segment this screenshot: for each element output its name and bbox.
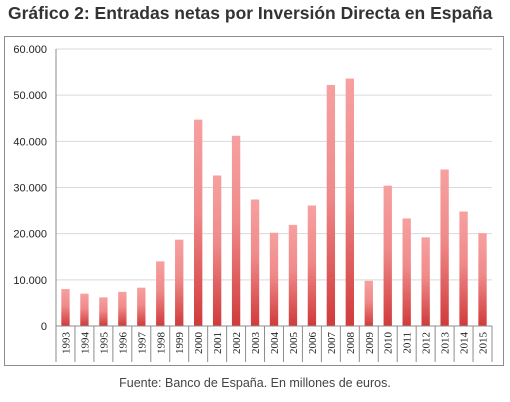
bars bbox=[61, 78, 487, 326]
y-tick-label: 10.000 bbox=[13, 275, 47, 287]
bar bbox=[402, 218, 411, 326]
x-tick-label: 2008 bbox=[345, 332, 357, 355]
x-tick-label: 2014 bbox=[459, 332, 471, 355]
x-tick-label: 2002 bbox=[231, 332, 243, 354]
bar bbox=[440, 169, 449, 326]
y-tick-label: 30.000 bbox=[13, 183, 47, 195]
bar bbox=[212, 175, 222, 326]
bar bbox=[478, 233, 487, 326]
x-tick-label: 1995 bbox=[98, 332, 110, 355]
x-tick-label: 2009 bbox=[364, 332, 376, 355]
x-tick-label: 2007 bbox=[326, 332, 338, 355]
bar bbox=[156, 261, 165, 326]
bar bbox=[345, 78, 354, 326]
gridlines bbox=[56, 48, 492, 281]
bar bbox=[269, 232, 279, 326]
x-tick-label: 2000 bbox=[193, 332, 205, 355]
bar bbox=[250, 199, 260, 326]
x-tick-label: 1999 bbox=[174, 332, 186, 355]
x-tick-label: 1997 bbox=[136, 332, 148, 355]
x-tick-label: 2012 bbox=[421, 332, 433, 354]
x-axis-tick-labels: 1993 1994 1995 1996 1997 1998 1999 2000 2001 2002… bbox=[60, 332, 489, 355]
bar bbox=[80, 293, 89, 326]
chart-title: Gráfico 2: Entradas netas por Inversión … bbox=[8, 3, 493, 23]
y-tick-label: 60.000 bbox=[13, 44, 47, 56]
x-tick-label: 1996 bbox=[117, 332, 129, 355]
bar bbox=[288, 224, 298, 326]
y-tick-label: 20.000 bbox=[13, 229, 47, 241]
chart-frame: 0 10.000 20.000 30.000 40.000 50.000 60.000 19… bbox=[4, 36, 504, 366]
bar bbox=[459, 211, 468, 326]
source-note: Fuente: Banco de España. En millones de … bbox=[119, 376, 391, 390]
bar-chart: 0 10.000 20.000 30.000 40.000 50.000 60.000 19… bbox=[13, 44, 493, 362]
bar bbox=[137, 287, 146, 326]
y-tick-label: 50.000 bbox=[13, 90, 47, 102]
bar bbox=[118, 291, 127, 326]
x-tick-label: 2005 bbox=[288, 332, 300, 355]
x-tick-label: 1994 bbox=[79, 332, 91, 355]
bar bbox=[61, 289, 70, 326]
bar bbox=[175, 239, 184, 326]
bar bbox=[421, 237, 430, 326]
bar bbox=[194, 119, 203, 326]
y-tick-label: 40.000 bbox=[13, 136, 47, 148]
x-tick-label: 2011 bbox=[402, 332, 414, 354]
bar bbox=[383, 185, 392, 326]
x-tick-label: 1998 bbox=[155, 332, 167, 355]
x-tick-label: 1993 bbox=[60, 332, 72, 355]
bar bbox=[307, 205, 317, 326]
bar bbox=[364, 280, 373, 326]
bar bbox=[99, 297, 108, 326]
y-axis-tick-labels: 0 10.000 20.000 30.000 40.000 50.000 60.000 bbox=[13, 44, 47, 333]
bar bbox=[231, 135, 241, 326]
x-tick-label: 2015 bbox=[478, 332, 490, 355]
y-tick-label: 0 bbox=[41, 321, 47, 333]
bar bbox=[326, 85, 336, 326]
x-tick-label: 2013 bbox=[440, 332, 452, 355]
x-tick-label: 2001 bbox=[212, 332, 224, 354]
x-tick-label: 2003 bbox=[250, 332, 262, 355]
axes bbox=[55, 49, 493, 362]
x-tick-label: 2010 bbox=[383, 332, 395, 355]
x-tick-label: 2006 bbox=[307, 332, 319, 355]
x-tick-label: 2004 bbox=[269, 332, 281, 355]
